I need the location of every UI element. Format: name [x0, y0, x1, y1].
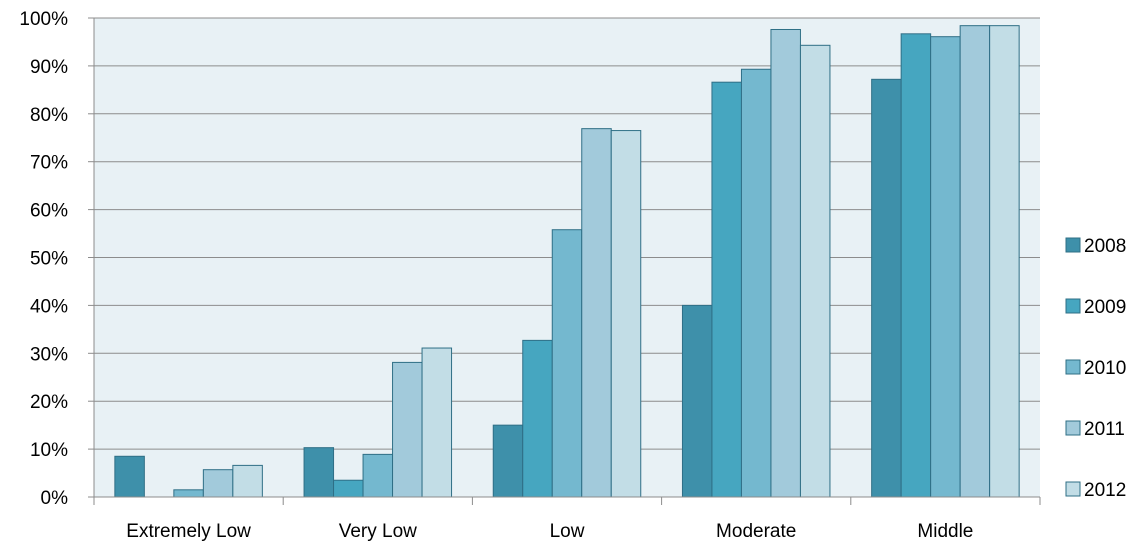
y-tick-label: 80%	[30, 105, 68, 126]
legend-swatch-2012	[1065, 481, 1081, 497]
y-tick-label: 10%	[30, 440, 68, 461]
y-tick-label: 100%	[19, 9, 68, 30]
legend-swatch-2008	[1065, 237, 1081, 253]
bar-2008-low	[492, 424, 524, 498]
bar-2011-low	[581, 128, 612, 498]
bar-2009-middle	[900, 33, 932, 498]
x-tick-label: Middle	[917, 521, 973, 542]
bar-2012-very-low	[421, 347, 453, 498]
y-tick-label: 20%	[30, 392, 68, 413]
legend-label-2010: 2010	[1084, 358, 1126, 379]
bar-2012-extremely-low	[232, 464, 263, 498]
y-tick-label: 50%	[30, 249, 68, 270]
bar-2008-moderate	[681, 304, 713, 498]
bar-2008-middle	[871, 78, 902, 498]
legend-label-2012: 2012	[1084, 480, 1126, 501]
bar-2009-moderate	[711, 81, 742, 498]
x-tick-label: Moderate	[716, 521, 796, 542]
x-tick-label: Low	[550, 521, 585, 542]
legend-label-2008: 2008	[1084, 236, 1126, 257]
legend-swatch-2010	[1065, 359, 1081, 375]
legend: 2008 2009 2010 2011 2012	[1065, 236, 1126, 501]
y-tick-label: 70%	[30, 153, 68, 174]
y-tick-label: 40%	[30, 296, 68, 317]
legend-swatch-2011	[1065, 420, 1081, 436]
bar-2010-extremely-low	[173, 489, 204, 498]
x-tick-label: Extremely Low	[126, 521, 251, 542]
legend-label-2009: 2009	[1084, 297, 1126, 318]
bar-2008-very-low	[303, 447, 335, 498]
y-tick-label: 0%	[41, 488, 69, 509]
y-tick-label: 90%	[30, 57, 68, 78]
bar-2011-very-low	[392, 361, 423, 498]
bar-2009-low	[522, 339, 553, 498]
bar-2010-low	[551, 229, 583, 498]
x-tick-label: Very Low	[339, 521, 417, 542]
bar-2010-very-low	[362, 453, 394, 498]
legend-label-2011: 2011	[1084, 419, 1125, 440]
bar-2010-moderate	[740, 68, 772, 498]
bar-2012-moderate	[799, 44, 831, 498]
bar-2009-very-low	[333, 479, 364, 498]
x-tick-labels: Extremely Low Very Low Low Moderate Middle	[126, 521, 973, 542]
y-tick-labels: 0% 10% 20% 30% 40% 50% 60% 70% 80% 90% 100%	[19, 9, 68, 509]
bar-2011-extremely-low	[202, 469, 234, 498]
y-tick-label: 60%	[30, 201, 68, 222]
bar-2011-middle	[959, 25, 991, 498]
axes	[93, 18, 1041, 505]
bar-2012-middle	[989, 25, 1020, 498]
bar-2011-moderate	[770, 28, 801, 498]
y-tick-label: 30%	[30, 344, 68, 365]
bar-2012-low	[610, 130, 642, 498]
bar-2008-extremely-low	[114, 455, 145, 498]
legend-swatch-2009	[1065, 298, 1081, 314]
bar-2010-middle	[930, 36, 961, 498]
